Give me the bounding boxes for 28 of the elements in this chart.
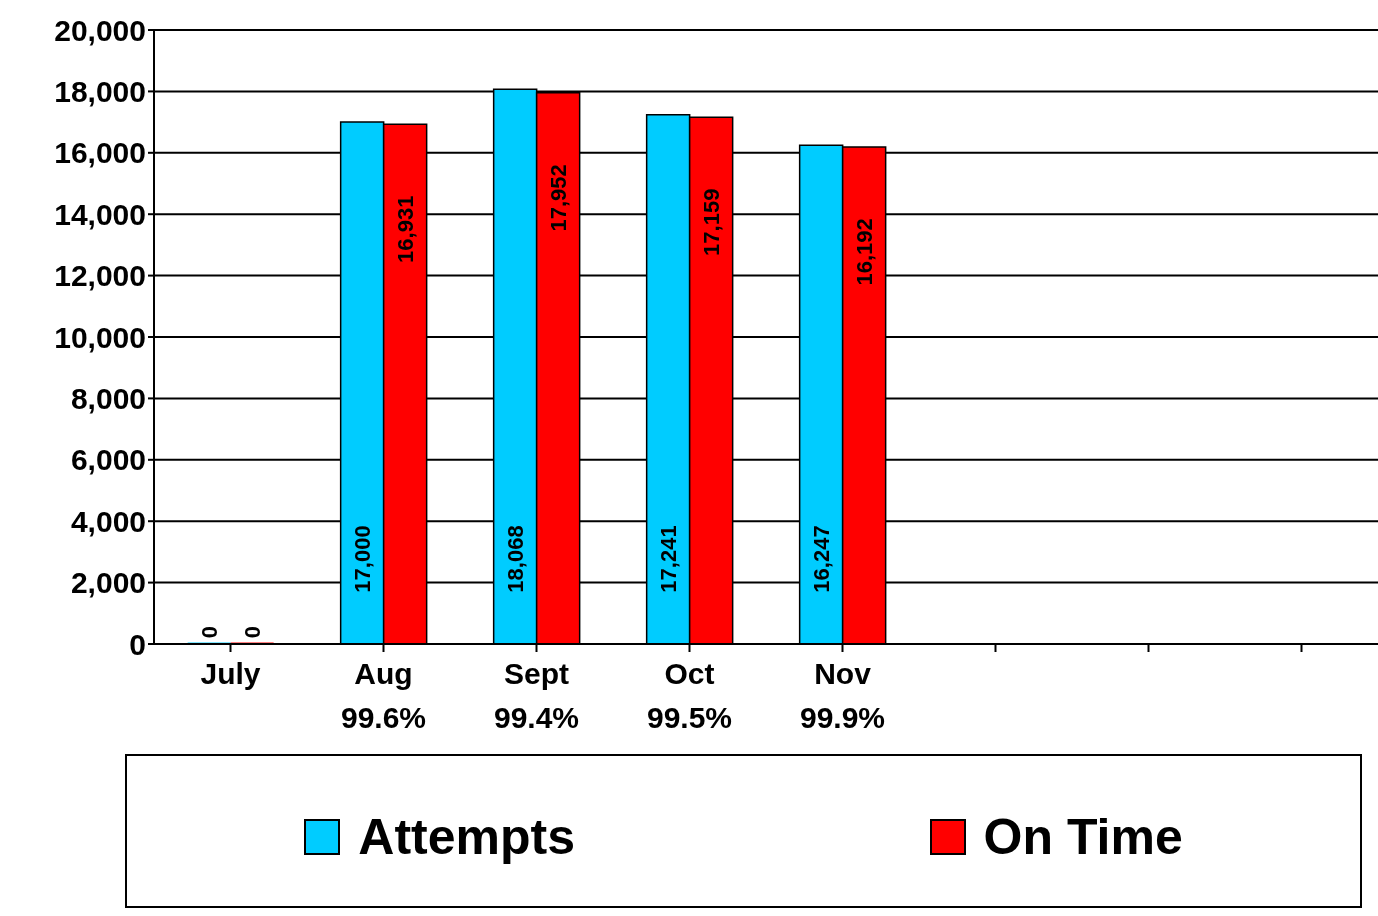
y-tick-label: 0 xyxy=(129,627,146,661)
legend-label: On Time xyxy=(982,808,1183,866)
y-tick-label: 6,000 xyxy=(70,443,146,477)
y-tick-label: 4,000 xyxy=(70,504,146,538)
data-label: 0 xyxy=(196,625,222,639)
y-tick-label: 12,000 xyxy=(54,259,146,293)
data-label: 16,247 xyxy=(808,525,834,593)
data-label: 17,159 xyxy=(698,188,724,256)
y-tick-label: 2,000 xyxy=(70,566,146,600)
x-tick-label: Aug 99.6% xyxy=(340,657,427,734)
y-tick-label: 18,000 xyxy=(54,75,146,109)
y-tick-label: 16,000 xyxy=(54,136,146,170)
data-label: 0 xyxy=(239,625,265,639)
x-tick-label: Sept 99.4% xyxy=(493,657,580,734)
x-tick-label: July xyxy=(200,657,261,690)
y-tick-label: 8,000 xyxy=(70,382,146,416)
data-label: 17,241 xyxy=(655,525,681,593)
data-label: 16,931 xyxy=(392,195,418,263)
data-label: 16,192 xyxy=(851,218,877,286)
x-tick-label: Nov 99.9% xyxy=(799,657,886,734)
x-tick-label: Oct 99.5% xyxy=(646,657,733,734)
y-tick-label: 14,000 xyxy=(54,197,146,231)
y-tick-label: 10,000 xyxy=(54,320,146,354)
legend-label: Attempts xyxy=(357,808,575,866)
data-label: 17,952 xyxy=(545,164,571,232)
data-label: 18,068 xyxy=(502,525,528,593)
data-label: 17,000 xyxy=(349,525,375,593)
y-tick-label: 20,000 xyxy=(54,13,146,47)
